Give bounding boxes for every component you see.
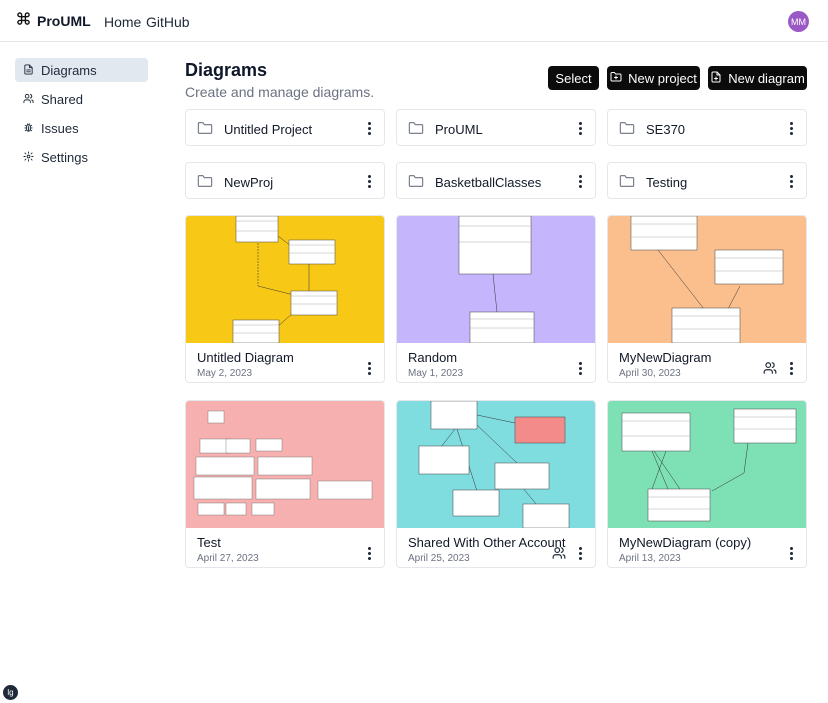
diagram-card[interactable]: Shared With Other Account April 25, 2023: [396, 400, 596, 568]
nav-github-link[interactable]: GitHub: [146, 14, 190, 30]
select-button-label: Select: [555, 70, 592, 86]
sidebar-item-label: Issues: [41, 120, 79, 136]
project-card[interactable]: ProUML: [396, 109, 596, 146]
diagram-name: Shared With Other Account: [408, 535, 566, 550]
more-options-icon[interactable]: [364, 547, 374, 560]
project-name: NewProj: [224, 175, 274, 190]
sidebar-item-label: Diagrams: [41, 62, 97, 78]
sidebar: Diagrams Shared Issues Settings: [15, 58, 148, 174]
more-options-icon[interactable]: [575, 175, 585, 188]
diagram-card[interactable]: Random May 1, 2023: [396, 215, 596, 383]
project-card[interactable]: BasketballClasses: [396, 162, 596, 199]
folder-icon: [408, 121, 424, 140]
more-options-icon[interactable]: [364, 362, 374, 375]
shared-users-icon: [552, 546, 566, 565]
diagram-date: April 25, 2023: [408, 553, 470, 564]
folder-plus-icon: [610, 71, 622, 86]
project-name: BasketballClasses: [435, 175, 542, 190]
more-options-icon[interactable]: [786, 547, 796, 560]
users-icon: [23, 92, 34, 107]
breakpoint-badge: lg: [3, 685, 18, 700]
project-name: SE370: [646, 122, 686, 137]
diagram-name: Random: [408, 350, 458, 365]
diagram-name: Test: [197, 535, 221, 550]
diagram-thumbnail: [186, 401, 384, 528]
sidebar-item-diagrams[interactable]: Diagrams: [15, 58, 148, 82]
sidebar-item-shared[interactable]: Shared: [15, 87, 148, 111]
new-project-button[interactable]: New project: [607, 66, 700, 90]
page-subtitle: Create and manage diagrams.: [185, 84, 375, 100]
file-icon: [23, 63, 34, 78]
user-avatar[interactable]: MM: [788, 11, 809, 32]
project-card[interactable]: Untitled Project: [185, 109, 385, 146]
more-options-icon[interactable]: [786, 362, 796, 375]
shared-users-icon: [763, 361, 777, 380]
folder-icon: [619, 174, 635, 193]
sidebar-item-settings[interactable]: Settings: [15, 145, 148, 169]
more-options-icon[interactable]: [575, 547, 585, 560]
diagram-thumbnail: [608, 401, 806, 528]
diagram-date: April 30, 2023: [619, 368, 681, 379]
diagram-name: Untitled Diagram: [197, 350, 294, 365]
command-icon: [16, 11, 31, 31]
diagram-card[interactable]: MyNewDiagram April 30, 2023: [607, 215, 807, 383]
project-name: ProUML: [435, 122, 483, 137]
folder-icon: [408, 174, 424, 193]
sidebar-item-label: Shared: [41, 91, 83, 107]
more-options-icon[interactable]: [575, 122, 585, 135]
diagram-card[interactable]: Untitled Diagram May 2, 2023: [185, 215, 385, 383]
page-title: Diagrams: [185, 60, 268, 80]
sidebar-item-label: Settings: [41, 149, 88, 165]
diagram-date: May 2, 2023: [197, 368, 253, 379]
select-button[interactable]: Select: [548, 66, 599, 90]
sidebar-item-issues[interactable]: Issues: [15, 116, 148, 140]
diagram-thumbnail: [186, 216, 384, 343]
diagram-card[interactable]: MyNewDiagram (copy) April 13, 2023: [607, 400, 807, 568]
project-name: Untitled Project: [224, 122, 313, 137]
more-options-icon[interactable]: [575, 362, 585, 375]
folder-icon: [619, 121, 635, 140]
diagram-thumbnail: [608, 216, 806, 343]
nav-home-link[interactable]: Home: [104, 14, 142, 30]
diagram-name: MyNewDiagram (copy): [619, 535, 752, 550]
diagram-date: April 27, 2023: [197, 553, 259, 564]
more-options-icon[interactable]: [786, 122, 796, 135]
diagram-thumbnail: [397, 401, 595, 528]
new-diagram-button-label: New diagram: [728, 70, 805, 86]
top-navbar: ProUML Home GitHub MM: [0, 0, 828, 42]
diagram-card[interactable]: Test April 27, 2023: [185, 400, 385, 568]
more-options-icon[interactable]: [364, 175, 374, 188]
diagram-date: April 13, 2023: [619, 553, 681, 564]
project-card[interactable]: SE370: [607, 109, 807, 146]
app-name: ProUML: [37, 13, 91, 29]
more-options-icon[interactable]: [364, 122, 374, 135]
folder-icon: [197, 174, 213, 193]
diagram-thumbnail: [397, 216, 595, 343]
project-name: Testing: [646, 175, 688, 190]
project-card[interactable]: NewProj: [185, 162, 385, 199]
new-diagram-button[interactable]: New diagram: [708, 66, 807, 90]
new-project-button-label: New project: [628, 70, 697, 86]
diagram-name: MyNewDiagram: [619, 350, 712, 365]
project-card[interactable]: Testing: [607, 162, 807, 199]
gear-icon: [23, 150, 34, 165]
bug-icon: [23, 121, 34, 136]
diagram-date: May 1, 2023: [408, 368, 464, 379]
folder-icon: [197, 121, 213, 140]
more-options-icon[interactable]: [786, 175, 796, 188]
file-plus-icon: [710, 71, 722, 86]
app-logo[interactable]: ProUML: [16, 11, 91, 31]
